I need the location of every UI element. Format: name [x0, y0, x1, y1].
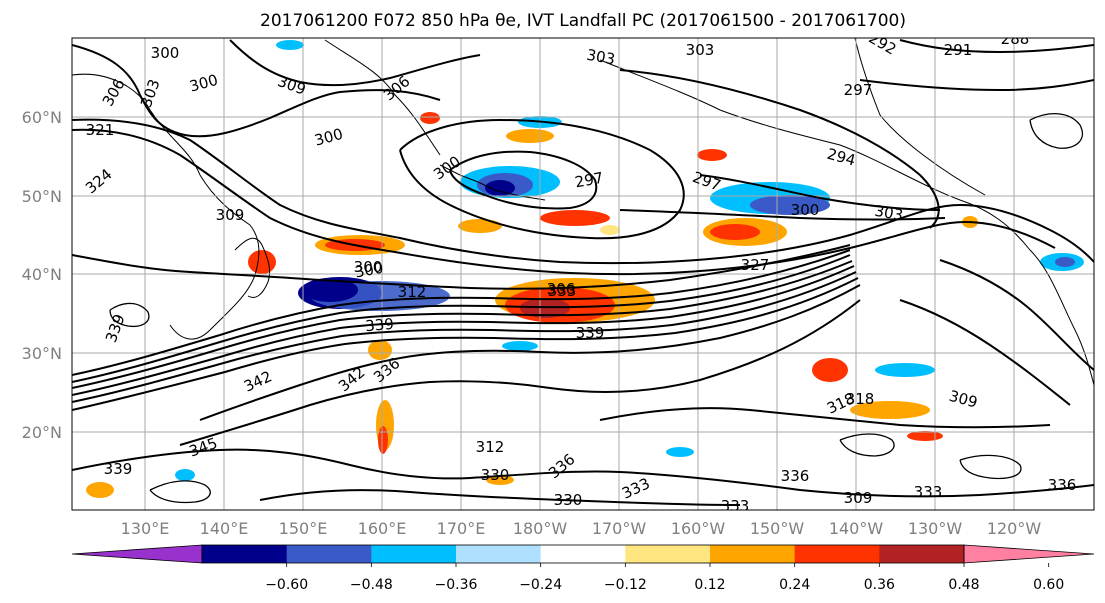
- contour-label: 297: [573, 169, 604, 192]
- colorbar-segment: [625, 545, 711, 563]
- contour-label: 333: [914, 483, 943, 501]
- colorbar-segment: [371, 545, 457, 563]
- colorbar-tick-label: −0.48: [350, 577, 393, 593]
- colorbar-tick-label: −0.12: [604, 577, 647, 593]
- longitude-label: 140°W: [829, 519, 884, 538]
- contour-label: 309: [216, 206, 245, 224]
- small-contours: [109, 113, 1083, 504]
- latitude-label: 50°N: [22, 187, 62, 206]
- colorbar: [71, 544, 1095, 564]
- colorbar-segment: [286, 545, 372, 563]
- longitude-label: 130°W: [908, 519, 963, 538]
- colorbar-segment: [794, 545, 880, 563]
- contour-label: 321: [86, 121, 115, 139]
- colorbar-tick-label: −0.36: [435, 577, 478, 593]
- colorbar-tick-label: 0.36: [864, 577, 895, 593]
- contour-label: 291: [944, 41, 973, 59]
- colorbar-tick-labels: −0.60 −0.48 −0.36 −0.24 −0.12 0.12 0.24 0.36 0.4…: [265, 563, 1064, 593]
- colorbar-tick-label: 0.12: [694, 577, 725, 593]
- contour-label: 339: [104, 460, 133, 478]
- contour-label: 336: [781, 467, 810, 485]
- contour-label: 303: [686, 41, 715, 59]
- colorbar-segment: [879, 545, 965, 563]
- contour-label: 297: [844, 81, 873, 99]
- longitude-label: 150°E: [279, 519, 328, 538]
- longitude-label: 130°E: [121, 519, 170, 538]
- colorbar-segment: [540, 545, 626, 563]
- graticule: [72, 38, 1094, 510]
- colorbar-segment: [456, 545, 542, 563]
- contour-label: 288: [1001, 30, 1030, 48]
- colorbar-outline: [201, 544, 965, 564]
- contour-label: 333: [548, 282, 577, 300]
- longitude-label: 160°W: [671, 519, 726, 538]
- contour-label: 306: [547, 280, 576, 298]
- longitude-label: 170°W: [592, 519, 647, 538]
- contour-label: 309: [844, 489, 873, 507]
- latitude-label: 30°N: [22, 344, 62, 363]
- colorbar-segment: [710, 545, 796, 563]
- contour-label: 318: [846, 390, 875, 408]
- contour-label: 330: [554, 491, 583, 509]
- contour-label: 333: [721, 497, 750, 515]
- contour-label: 312: [476, 438, 505, 456]
- colorbar-segment: [202, 545, 288, 563]
- colorbar-tick-label: 0.24: [779, 577, 810, 593]
- contour-label: 303: [873, 202, 904, 225]
- colorbar-extend-low: [71, 544, 203, 564]
- longitude-label: 150°W: [750, 519, 805, 538]
- contour-label: 330: [481, 466, 510, 484]
- colorbar-tick-label: −0.24: [519, 577, 562, 593]
- longitude-label: 180°W: [513, 519, 568, 538]
- contour-label: 336: [1048, 476, 1077, 494]
- latitude-labels: 60°N 50°N 40°N 30°N 20°N: [22, 108, 62, 442]
- colorbar-extend-high: [963, 544, 1095, 564]
- contour-label: 300: [151, 44, 180, 62]
- contour-label: 339: [365, 315, 395, 335]
- colorbar-tick-label: 0.60: [1033, 577, 1064, 593]
- latitude-label: 40°N: [22, 265, 62, 284]
- contour-label: 300: [353, 259, 384, 282]
- latitude-label: 60°N: [22, 108, 62, 127]
- colorbar-tick-label: 0.48: [948, 577, 979, 593]
- longitude-label: 120°W: [987, 519, 1042, 538]
- latitude-label: 20°N: [22, 423, 62, 442]
- contour-label: 327: [741, 256, 770, 274]
- longitude-label: 160°E: [358, 519, 407, 538]
- contour-label: 303: [585, 46, 616, 69]
- contour-label: 339: [576, 324, 605, 342]
- contour-label: 300: [791, 201, 820, 219]
- contour-label: 300: [354, 258, 383, 276]
- colorbar-tick-label: −0.60: [265, 577, 308, 593]
- longitude-label: 170°E: [437, 519, 486, 538]
- contour-label: 312: [398, 283, 427, 301]
- map-frame: [71, 37, 1095, 511]
- longitude-label: 140°E: [200, 519, 249, 538]
- longitude-labels: 130°E 140°E 150°E 160°E 170°E 180°W 170°W 160°W…: [121, 519, 1042, 538]
- theta-e-contours: [72, 39, 1094, 506]
- figure-title: 2017061200 F072 850 hPa θe, IVT Landfall…: [260, 11, 906, 31]
- anomaly-shading: [86, 40, 1084, 498]
